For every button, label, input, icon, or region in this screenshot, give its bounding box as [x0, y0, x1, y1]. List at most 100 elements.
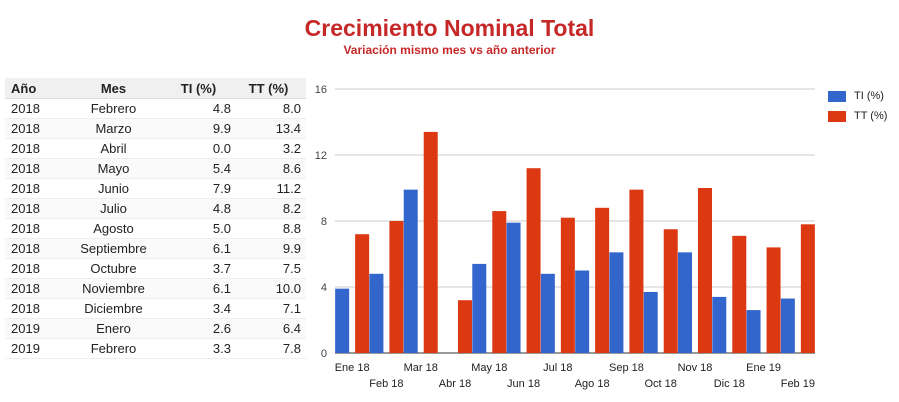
- cell-month: Febrero: [61, 338, 166, 359]
- cell-year: 2018: [5, 298, 61, 319]
- cell-tt: 10.0: [236, 278, 306, 299]
- cell-ti: 7.9: [166, 178, 236, 199]
- cell-year: 2018: [5, 218, 61, 239]
- table-row: 2019 Febrero 3.3 7.8: [5, 338, 306, 359]
- y-tick-label: 8: [321, 216, 327, 228]
- legend-label-tt: TT (%): [854, 110, 888, 122]
- col-header-year[interactable]: Año: [5, 78, 61, 99]
- bar-ti: [746, 310, 761, 353]
- bar-tt: [355, 234, 370, 353]
- table-row: 2019 Enero 2.6 6.4: [5, 318, 306, 339]
- cell-tt: 7.5: [236, 258, 306, 279]
- x-tick-label: Dic 18: [714, 378, 745, 390]
- bar-tt: [389, 221, 404, 353]
- cell-year: 2018: [5, 178, 61, 199]
- bar-tt: [629, 189, 644, 353]
- cell-ti: 3.4: [166, 298, 236, 319]
- table-row: 2018 Abril 0.0 3.2: [5, 138, 306, 159]
- cell-ti: 6.1: [166, 238, 236, 259]
- bar-ti: [678, 252, 692, 353]
- cell-year: 2018: [5, 198, 61, 219]
- bar-ti: [403, 189, 418, 353]
- bar-tt: [526, 168, 541, 353]
- cell-month: Diciembre: [61, 298, 166, 319]
- bar-tt: [458, 300, 472, 353]
- bar-tt: [732, 235, 747, 353]
- cell-ti: 3.3: [166, 338, 236, 359]
- col-header-tt[interactable]: TT (%): [236, 78, 306, 99]
- bar-tt: [595, 207, 610, 353]
- x-tick-label: Feb 18: [369, 378, 403, 390]
- cell-tt: 8.6: [236, 158, 306, 179]
- table-row: 2018 Febrero 4.8 8.0: [5, 98, 306, 119]
- x-tick-label: May 18: [471, 362, 507, 374]
- table-row: 2018 Mayo 5.4 8.6: [5, 158, 306, 179]
- y-tick-label: 12: [315, 150, 327, 162]
- cell-year: 2018: [5, 138, 61, 159]
- cell-month: Agosto: [61, 218, 166, 239]
- chart-subtitle: Variación mismo mes vs año anterior: [343, 43, 556, 57]
- cell-year: 2018: [5, 98, 61, 119]
- cell-tt: 3.2: [236, 138, 306, 159]
- cell-tt: 9.9: [236, 238, 306, 259]
- cell-ti: 0.0: [166, 138, 236, 159]
- x-tick-label: Jun 18: [507, 378, 540, 390]
- x-tick-label: Sep 18: [609, 362, 644, 374]
- cell-month: Julio: [61, 198, 166, 219]
- table-row: 2018 Agosto 5.0 8.8: [5, 218, 306, 239]
- cell-ti: 3.7: [166, 258, 236, 279]
- x-tick-label: Jul 18: [543, 362, 572, 374]
- col-header-month[interactable]: Mes: [61, 78, 166, 99]
- cell-month: Noviembre: [61, 278, 166, 299]
- y-tick-label: 4: [321, 282, 327, 294]
- cell-month: Mayo: [61, 158, 166, 179]
- cell-month: Marzo: [61, 118, 166, 139]
- cell-ti: 4.8: [166, 98, 236, 119]
- cell-month: Octubre: [61, 258, 166, 279]
- bar-tt: [766, 247, 781, 353]
- cell-month: Abril: [61, 138, 166, 159]
- bar-ti: [712, 296, 727, 353]
- table-row: 2018 Junio 7.9 11.2: [5, 178, 306, 199]
- table-row: 2018 Julio 4.8 8.2: [5, 198, 306, 219]
- cell-month: Septiembre: [61, 238, 166, 259]
- bar-ti: [609, 252, 624, 353]
- cell-ti: 4.8: [166, 198, 236, 219]
- chart-legend: TI (%) TT (%): [828, 86, 887, 126]
- cell-year: 2018: [5, 258, 61, 279]
- cell-ti: 5.0: [166, 218, 236, 239]
- x-tick-label: Abr 18: [439, 378, 471, 390]
- x-tick-label: Ene 18: [335, 362, 370, 374]
- data-table: Año Mes TI (%) TT (%) 2018 Febrero 4.8 8.0 2…: [5, 78, 306, 359]
- y-tick-label: 0: [321, 348, 327, 360]
- x-tick-label: Mar 18: [404, 362, 438, 374]
- bar-ti: [369, 273, 384, 353]
- y-tick-label: 16: [315, 84, 327, 96]
- cell-ti: 9.9: [166, 118, 236, 139]
- bar-ti: [780, 298, 795, 353]
- bar-tt: [698, 188, 712, 353]
- x-tick-label: Feb 19: [781, 378, 815, 390]
- col-header-ti[interactable]: TI (%): [166, 78, 236, 99]
- bar-ti: [335, 288, 350, 353]
- x-tick-label: Ago 18: [575, 378, 610, 390]
- cell-year: 2018: [5, 238, 61, 259]
- bar-tt: [663, 229, 678, 353]
- legend-item-tt: TT (%): [828, 106, 887, 126]
- cell-year: 2018: [5, 118, 61, 139]
- cell-ti: 5.4: [166, 158, 236, 179]
- legend-swatch-tt: [828, 110, 846, 122]
- cell-year: 2019: [5, 338, 61, 359]
- table-row: 2018 Septiembre 6.1 9.9: [5, 238, 306, 259]
- bar-tt: [423, 131, 438, 353]
- cell-month: Junio: [61, 178, 166, 199]
- cell-tt: 7.1: [236, 298, 306, 319]
- table-header-row: Año Mes TI (%) TT (%): [5, 78, 306, 99]
- cell-tt: 13.4: [236, 118, 306, 139]
- table-row: 2018 Octubre 3.7 7.5: [5, 258, 306, 279]
- bar-ti: [540, 273, 555, 353]
- bar-tt: [560, 217, 575, 353]
- x-tick-label: Ene 19: [746, 362, 781, 374]
- cell-month: Enero: [61, 318, 166, 339]
